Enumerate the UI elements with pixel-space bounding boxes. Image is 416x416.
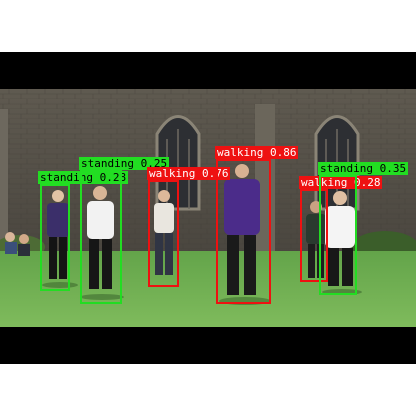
letterbox-top — [0, 52, 416, 89]
detection-box — [319, 175, 357, 295]
detection-label: walking 0.76 — [147, 167, 231, 180]
detection-label: standing 0.25 — [79, 157, 170, 170]
detection-label: standing 0.28 — [38, 171, 129, 184]
detection-box — [216, 159, 271, 304]
detection-box — [148, 180, 179, 287]
detection-box — [80, 170, 122, 304]
detection-box — [300, 189, 328, 282]
detection-label: standing 0.35 — [318, 162, 409, 175]
detection-box — [40, 184, 70, 291]
letterbox-bottom — [0, 327, 416, 364]
detection-label: walking 0.86 — [215, 146, 299, 159]
